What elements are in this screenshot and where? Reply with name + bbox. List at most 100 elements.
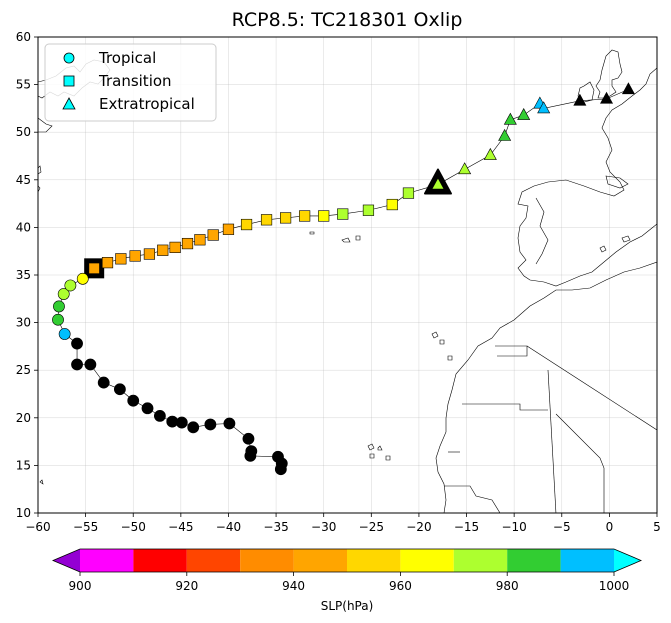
legend-label-tropical: Tropical [98, 49, 156, 67]
point-tropical [166, 415, 179, 428]
x-tick-label: −5 [553, 520, 571, 534]
point-transition [222, 223, 235, 235]
point-transition [318, 210, 330, 222]
point-transition [207, 229, 219, 241]
colorbar-label: SLP(hPa) [321, 599, 374, 613]
y-tick-label: 40 [16, 220, 31, 234]
point-transition [260, 214, 273, 226]
legend-label-extratropical: Extratropical [99, 95, 195, 113]
x-tick-label: −60 [25, 520, 50, 534]
point-tropical [64, 279, 77, 292]
legend-label-transition: Transition [98, 72, 172, 90]
x-tick-label: −35 [263, 520, 288, 534]
point-tropical [52, 313, 64, 326]
point-extratropical [537, 101, 551, 114]
point-tropical [58, 328, 71, 340]
point-tropical [272, 450, 284, 463]
point-tropical [76, 272, 89, 285]
x-tick-label: 5 [653, 520, 661, 534]
x-tick-label: −25 [359, 520, 384, 534]
y-tick-label: 55 [16, 78, 31, 92]
y-tick-label: 30 [16, 316, 31, 330]
x-tick-label: −55 [73, 520, 98, 534]
point-extratropical [503, 112, 517, 125]
colorbar-tick-label: 900 [69, 579, 92, 593]
point-transition [143, 248, 156, 260]
point-extratropical [621, 82, 635, 95]
point-extratropical [483, 147, 497, 160]
y-tick-label: 25 [16, 363, 31, 377]
colorbar-extend-high [614, 549, 641, 572]
point-tropical [242, 432, 255, 445]
colorbar-tick-label: 940 [282, 579, 305, 593]
point-extratropical [458, 162, 472, 175]
point-transition [181, 237, 194, 250]
point-transition [402, 187, 415, 199]
point-tropical [71, 337, 83, 350]
y-tick-label: 45 [16, 173, 31, 187]
y-tick-label: 60 [16, 30, 31, 44]
x-tick-label: −30 [311, 520, 336, 534]
colorbar-segment [507, 549, 561, 572]
point-tropical [53, 300, 65, 313]
x-tick-label: −50 [121, 520, 146, 534]
storm-track [52, 82, 635, 476]
point-tropical [57, 288, 70, 300]
legend-marker-tropical [63, 52, 75, 64]
colorbar-extend-low [53, 549, 80, 572]
point-tropical [245, 445, 258, 458]
legend-marker-transition [63, 75, 75, 87]
point-extratropical [600, 91, 614, 104]
x-tick-label: 0 [606, 520, 614, 534]
point-transition [337, 208, 349, 220]
point-transition [101, 257, 114, 269]
y-tick-label: 50 [16, 125, 31, 139]
point-transition [279, 212, 292, 224]
point-transition [88, 262, 100, 274]
point-transition [240, 218, 253, 231]
colorbar-tick-label: 920 [175, 579, 198, 593]
colorbar-segment [133, 549, 187, 572]
colorbar-segment [80, 549, 134, 572]
point-tropical [187, 421, 200, 434]
colorbar-tick-label: 960 [389, 579, 412, 593]
colorbar-segment [560, 549, 614, 572]
point-transition [299, 210, 311, 222]
point-transition [115, 253, 127, 265]
point-tropical [84, 358, 97, 371]
point-transition [362, 204, 375, 216]
point-tropical [71, 358, 83, 371]
colorbar-segment [186, 549, 241, 572]
y-axis: 10 15 20 25 30 35 40 45 50 55 60 [16, 30, 38, 520]
point-extratropical [517, 107, 531, 120]
point-tropical [153, 409, 166, 422]
point-transition [157, 244, 169, 256]
y-tick-label: 15 [16, 458, 31, 472]
point-transition [169, 241, 181, 253]
point-tropical [141, 402, 154, 415]
x-axis: −60 −55 −50 −45 −40 −35 −30 −25 −20 −15 −10 −5 0 5 [25, 513, 661, 534]
colorbar-tick-label: 980 [496, 579, 519, 593]
colorbar-segment [240, 549, 294, 572]
colorbar-segment [347, 549, 401, 572]
point-transition [386, 198, 398, 211]
x-tick-label: −45 [168, 520, 193, 534]
point-tropical [97, 376, 110, 389]
point-extratropical [431, 177, 445, 190]
point-transition [129, 250, 141, 262]
point-tropical [113, 383, 126, 396]
colorbar-tick-label: 1000 [599, 579, 630, 593]
y-tick-label: 10 [16, 506, 31, 520]
chart-title: RCP8.5: TC218301 Oxlip [232, 9, 463, 31]
y-tick-label: 35 [16, 268, 31, 282]
point-transition [194, 234, 206, 246]
point-extratropical [573, 93, 587, 106]
colorbar: 900 920 940 960 980 1000 [51, 548, 643, 593]
point-tropical [204, 418, 217, 431]
y-tick-label: 20 [16, 411, 31, 425]
legend-marker-extratropical [62, 97, 76, 110]
x-tick-label: −15 [454, 520, 479, 534]
x-tick-label: −10 [501, 520, 526, 534]
point-tropical [127, 394, 140, 407]
